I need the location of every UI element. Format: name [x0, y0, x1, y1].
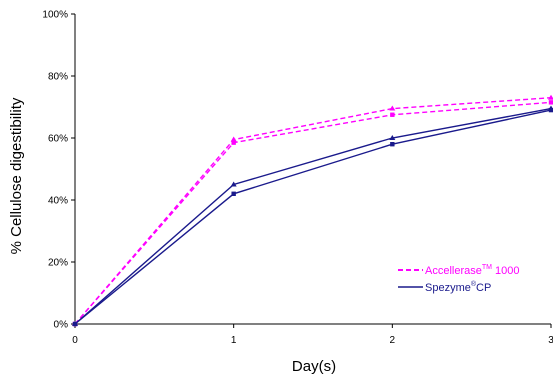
x-axis-title: Day(s): [292, 358, 336, 375]
series-layer: [72, 94, 553, 327]
y-tick-label: 80%: [48, 72, 68, 83]
data-point: [390, 142, 395, 147]
series-line: [74, 107, 552, 325]
data-point: [389, 135, 396, 140]
x-axis: 0 1 2 3: [72, 324, 553, 346]
series-line: [74, 109, 552, 325]
legend-label-accellerase: AccelleraseTM 1000: [425, 264, 520, 277]
data-point: [548, 107, 553, 113]
y-tick-label: 60%: [48, 134, 68, 145]
x-tick-label: 2: [390, 335, 396, 346]
data-point: [390, 112, 395, 117]
legend: AccelleraseTM 1000 Spezyme®CP: [398, 264, 520, 294]
y-axis-title: % Cellulose digestibility: [8, 97, 25, 254]
data-point: [231, 191, 236, 196]
y-tick-label: 100%: [42, 10, 68, 21]
data-point: [230, 181, 237, 187]
data-point: [231, 140, 236, 145]
y-tick-label: 40%: [48, 196, 68, 207]
x-tick-label: 3: [548, 335, 553, 346]
data-point: [548, 100, 553, 105]
y-tick-label: 20%: [48, 258, 68, 269]
data-point: [230, 136, 237, 142]
x-tick-label: 0: [72, 335, 78, 346]
data-point: [548, 94, 553, 100]
series-line: [74, 101, 552, 325]
legend-label-spezyme: Spezyme®CP: [425, 280, 491, 294]
data-point: [389, 105, 396, 111]
y-tick-label: 0%: [54, 320, 69, 331]
series-spezyme-square: [72, 107, 553, 327]
data-point: [72, 321, 78, 327]
x-tick-label: 1: [231, 335, 237, 346]
y-axis: 0% 20% 40% 60% 80% 100%: [42, 10, 75, 331]
plot-area: [74, 14, 551, 325]
series-line: [74, 97, 552, 325]
